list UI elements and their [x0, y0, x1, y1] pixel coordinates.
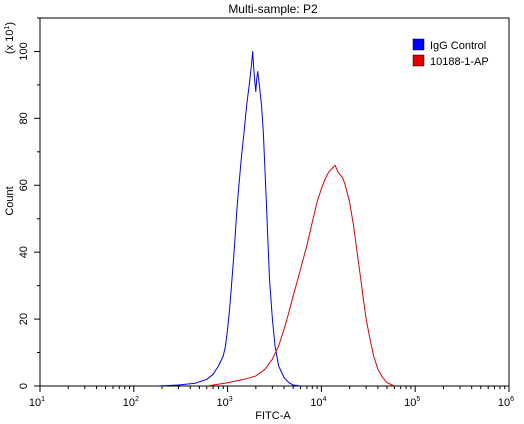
y-tick-label: 100: [18, 42, 30, 60]
x-tick-label: 105: [404, 396, 420, 409]
y-tick-label: 20: [18, 313, 30, 325]
y-scale-exponent: 1: [4, 26, 11, 30]
y-scale-prefix: (x 10: [4, 30, 16, 54]
x-tick-label: 106: [498, 396, 514, 409]
series-line-10188-1-ap: [206, 164, 395, 387]
x-tick-label: 101: [29, 396, 45, 409]
x-tick-label: 102: [123, 396, 139, 409]
axes: 101 102 103 104 105 106 0 20 40 60 80 100: [18, 17, 514, 409]
y-tick-label: 40: [18, 246, 30, 258]
x-axis-label: FITC-A: [255, 410, 291, 422]
y-tick-label: 80: [18, 112, 30, 124]
legend-label-10188-1-ap: 10188-1-AP: [430, 56, 489, 68]
y-scale-note: (x 101): [4, 22, 16, 54]
chart-title: Multi-sample: P2: [228, 2, 318, 16]
series-line-igg-control: [157, 51, 301, 387]
plot-frame: [39, 17, 510, 387]
y-scale-suffix: ): [4, 22, 16, 26]
legend-swatch-igg-control: [412, 38, 425, 51]
svg-text:(x 101): (x 101): [4, 22, 16, 54]
legend-swatch-10188-1-ap: [412, 54, 425, 67]
legend: IgG Control 10188-1-AP: [412, 38, 489, 68]
x-tick-label: 104: [310, 396, 326, 409]
plot-series: [157, 51, 395, 387]
y-tick-label: 0: [18, 383, 30, 389]
x-tick-label: 103: [217, 396, 233, 409]
legend-label-igg-control: IgG Control: [430, 40, 486, 52]
y-tick-label: 60: [18, 179, 30, 191]
y-axis-label: Count: [4, 186, 16, 215]
